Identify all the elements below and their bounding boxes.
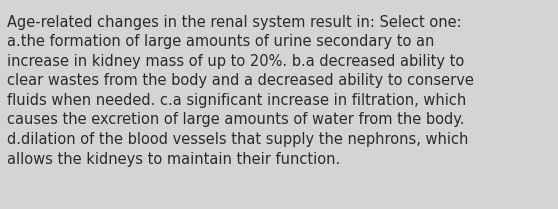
Text: Age-related changes in the renal system result in: Select one:
a.the formation o: Age-related changes in the renal system … — [7, 15, 474, 167]
